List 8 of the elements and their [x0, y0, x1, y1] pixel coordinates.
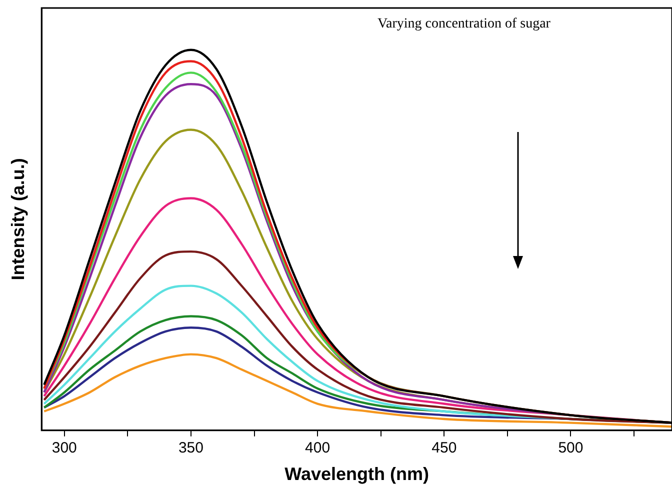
- x-tick-label: 350: [178, 440, 204, 457]
- x-tick-label: 300: [52, 440, 77, 457]
- x-tick-label: 400: [305, 440, 330, 457]
- text: Varying concentration of sugar: [377, 16, 551, 32]
- x-tick-label: 500: [558, 440, 584, 457]
- y-axis-title: Intensity (a.u.): [8, 158, 28, 280]
- x-tick-label: 450: [432, 440, 457, 457]
- x-axis-title: Wavelength (nm): [284, 464, 429, 484]
